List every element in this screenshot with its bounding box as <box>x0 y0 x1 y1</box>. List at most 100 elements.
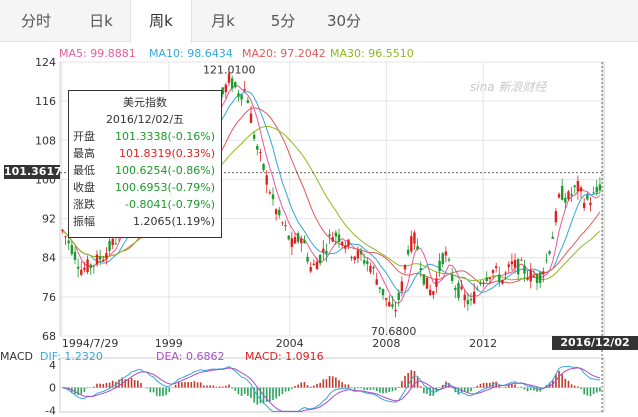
candle-body <box>463 294 466 301</box>
candle-body <box>271 194 275 200</box>
candle-body <box>328 234 331 236</box>
candle-body <box>322 248 325 253</box>
candle-body <box>86 259 89 273</box>
candle-body <box>325 250 328 254</box>
candle-body <box>422 274 426 285</box>
candle-body <box>350 256 353 258</box>
macd-y-tick-label: 0 <box>49 382 56 395</box>
y-tick-label: 116 <box>35 95 56 108</box>
candle-body <box>315 261 319 270</box>
candle-body <box>92 265 96 267</box>
candle-body <box>356 250 360 259</box>
candle-body <box>576 181 580 192</box>
tab-intraday[interactable]: 分时 <box>20 12 51 30</box>
candle-body <box>340 241 344 246</box>
candle-body <box>98 256 102 260</box>
tooltip-row: 开盘 101.3338(-0.16%) <box>69 128 221 145</box>
candle-body <box>83 267 86 270</box>
candle-body <box>259 152 262 154</box>
candle-body <box>447 259 451 261</box>
candle-body <box>67 240 70 244</box>
candle-body <box>64 236 67 238</box>
tooltip-date: 2016/12/02/五 <box>105 113 185 126</box>
candle-body <box>498 274 501 283</box>
x-tick-label: 2008 <box>372 337 400 350</box>
y-tick-label: 68 <box>42 330 56 343</box>
candle-body <box>592 192 595 194</box>
candle-body <box>111 238 114 246</box>
candle-body <box>246 100 250 104</box>
macd-dif-line <box>62 365 600 412</box>
candle-body <box>102 259 105 262</box>
candle-body <box>454 287 457 291</box>
candle-body <box>240 94 243 100</box>
candle-body <box>564 197 567 203</box>
x-tick-label: 1999 <box>155 337 183 350</box>
candle-body <box>570 193 573 196</box>
candle-body <box>529 270 532 282</box>
candle-body <box>375 279 378 285</box>
tooltip-row: 涨跌 -0.8041(-0.79%) <box>69 196 221 213</box>
tooltip-row-value: 100.6953(-0.79%) <box>115 181 215 194</box>
candle-body <box>554 211 558 223</box>
candle-body <box>369 266 372 273</box>
candle-body <box>532 275 536 277</box>
candle-body <box>306 256 309 262</box>
candle-body <box>249 113 253 123</box>
candle-body <box>234 82 237 88</box>
candle-body <box>230 78 234 89</box>
macd-plot-frame <box>59 357 605 413</box>
candle-body <box>309 267 312 272</box>
candle-body <box>548 251 551 254</box>
y-tick-label: 84 <box>42 252 56 265</box>
candle-body <box>406 249 410 255</box>
candle-body <box>394 309 397 312</box>
candle-body <box>573 185 576 188</box>
candle-body <box>557 194 561 198</box>
legend-ma20: MA20: 97.2042 <box>242 47 326 60</box>
candle-body <box>545 259 548 261</box>
ma-legend: MA5: 99.8881 MA10: 98.6434 MA20: 97.2042… <box>0 44 638 62</box>
candle-body <box>485 277 488 282</box>
tooltip-row-value: 101.8319(0.33%) <box>118 147 215 160</box>
candle-body <box>479 282 482 285</box>
candle-body <box>491 270 495 273</box>
x-tick-label: 2004 <box>276 337 304 350</box>
candle-body <box>567 191 570 200</box>
candle-body <box>416 245 419 250</box>
candle-body <box>586 194 589 200</box>
candle-body <box>582 202 586 208</box>
tab-weekly-k[interactable]: 周k <box>130 0 192 43</box>
candle-body <box>589 202 592 206</box>
candle-body <box>281 222 284 224</box>
candle-body <box>538 272 542 283</box>
tab-monthly-k[interactable]: 月k <box>211 12 235 30</box>
candle-body <box>513 259 517 268</box>
candle-body <box>494 266 498 269</box>
tab-5min[interactable]: 5分 <box>270 12 296 30</box>
macd-legend: MACD DIF: 1.2320 DEA: 0.6862 MACD: 1.091… <box>0 349 638 365</box>
tab-daily-k[interactable]: 日k <box>89 12 113 30</box>
macd-legend-dif: DIF: 1.2320 <box>40 350 103 363</box>
x-tick-label: 2012 <box>469 337 497 350</box>
tab-30min[interactable]: 30分 <box>326 12 362 30</box>
tooltip-row: 振幅 1.2065(1.19%) <box>69 213 221 230</box>
candle-body <box>318 254 322 264</box>
tooltip-row-key: 最低 <box>73 164 95 177</box>
candle-body <box>80 269 83 275</box>
candle-body <box>595 186 598 193</box>
candle-body <box>403 264 407 270</box>
legend-ma5: MA5: 99.8881 <box>59 47 136 60</box>
candle-body <box>268 192 272 194</box>
candle-body <box>278 209 281 216</box>
candle-body <box>507 264 510 267</box>
tooltip-row-value: -0.8041(-0.79%) <box>125 198 215 211</box>
candle-body <box>221 87 224 95</box>
tooltip-row: 最低 100.6254(-0.86%) <box>69 162 221 179</box>
candle-body <box>432 291 435 295</box>
tooltip-row: 最高 101.8319(0.33%) <box>69 145 221 162</box>
candle-body <box>108 240 111 251</box>
candle-body <box>397 292 400 300</box>
candle-body <box>466 300 470 305</box>
tooltip-row-key: 涨跌 <box>73 198 95 211</box>
